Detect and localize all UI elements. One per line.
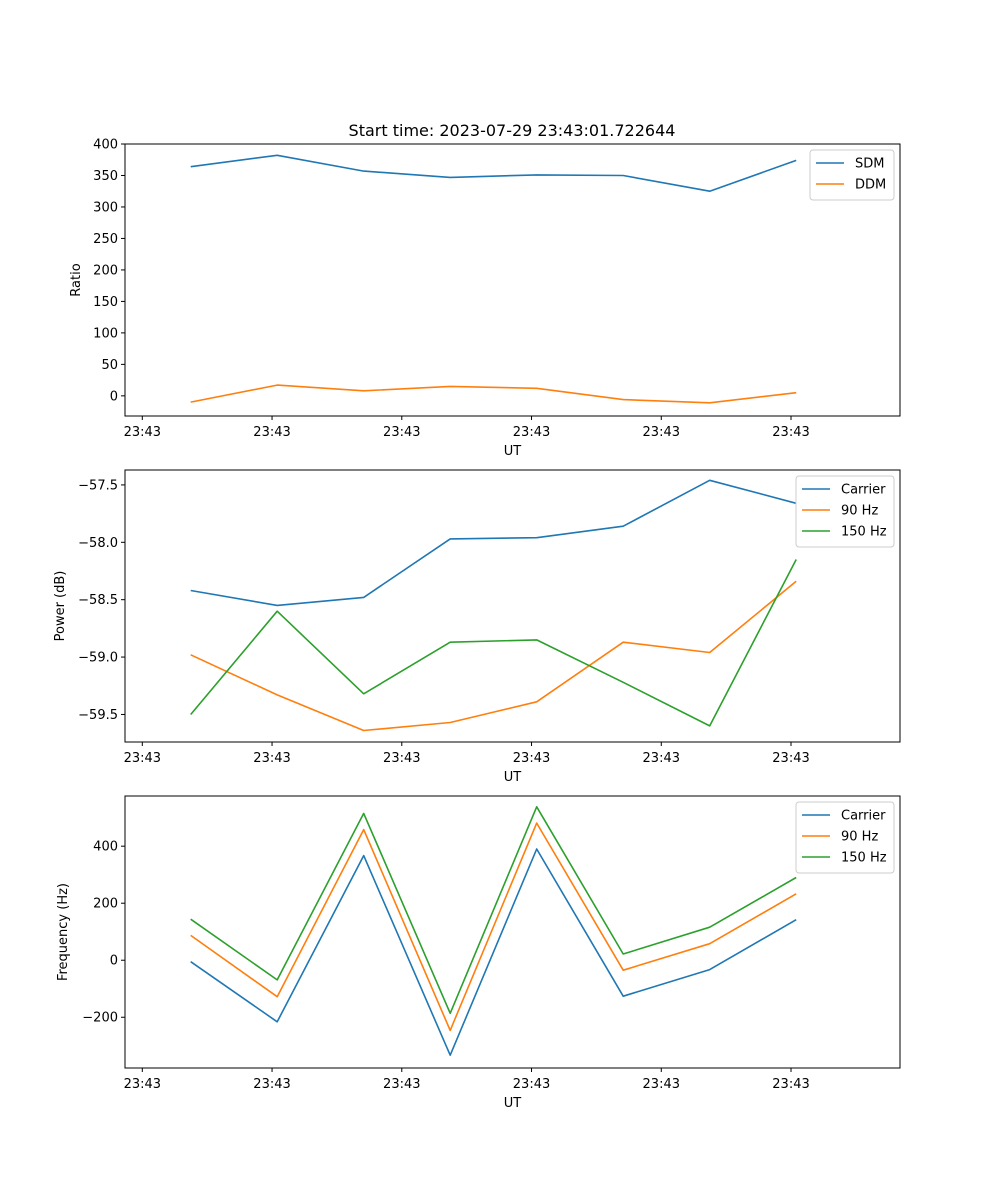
x-tick-label: 23:43 — [253, 751, 290, 766]
legend-label: DDM — [855, 178, 886, 193]
legend-label: 150 Hz — [841, 525, 887, 540]
series-group — [190, 805, 797, 1056]
y-tick-label: 400 — [93, 840, 118, 855]
legend-label: 90 Hz — [841, 830, 878, 845]
x-tick-label: 23:43 — [513, 1077, 550, 1092]
x-tick-label: 23:43 — [513, 751, 550, 766]
y-tick-label: 350 — [93, 169, 118, 184]
y-tick-label: 0 — [110, 389, 118, 404]
legend: Carrier 90 Hz 150 Hz — [795, 475, 895, 548]
y-axis-label: Frequency (Hz) — [56, 883, 71, 981]
x-tick-label: 23:43 — [772, 751, 809, 766]
y-tick-label: 50 — [101, 358, 118, 373]
y-tick-label: −58.5 — [78, 593, 118, 608]
legend-label: 90 Hz — [841, 504, 878, 519]
panels: 0 50 100 150 200 250 300 350 400 23:43 23:43 23:43 2… — [53, 138, 901, 1111]
y-tick-label: 250 — [93, 232, 118, 247]
legend-label: Carrier — [841, 809, 886, 824]
y-tick-label: 400 — [93, 138, 118, 153]
x-tick-label: 23:43 — [253, 1077, 290, 1092]
x-tick-label: 23:43 — [383, 1077, 420, 1092]
legend: Carrier 90 Hz 150 Hz — [795, 801, 895, 874]
y-tick-label: −200 — [82, 1011, 118, 1026]
series-line-150-hz — [190, 559, 797, 727]
series-line-90-hz — [190, 580, 797, 732]
y-tick-label: −57.5 — [78, 478, 118, 493]
x-tick-label: 23:43 — [772, 1077, 809, 1092]
panel-ratio: 0 50 100 150 200 250 300 350 400 23:43 23:43 23:43 2… — [69, 138, 901, 459]
x-tick-label: 23:43 — [643, 1077, 680, 1092]
x-tick-label: 23:43 — [772, 425, 809, 440]
x-tick-label: 23:43 — [124, 425, 161, 440]
x-tick-label: 23:43 — [643, 425, 680, 440]
y-axis-label: Ratio — [69, 263, 84, 296]
legend-label: 150 Hz — [841, 851, 887, 866]
y-tick-label: 0 — [110, 954, 118, 969]
series-line-150-hz — [190, 805, 797, 1015]
series-line-sdm — [190, 154, 797, 192]
series-line-ddm — [190, 384, 797, 404]
x-axis-label: UT — [504, 1096, 522, 1111]
y-tick-label: 200 — [93, 897, 118, 912]
legend-label: Carrier — [841, 483, 886, 498]
x-tick-label: 23:43 — [124, 751, 161, 766]
x-tick-label: 23:43 — [383, 425, 420, 440]
x-tick-label: 23:43 — [253, 425, 290, 440]
axes-frame — [124, 469, 901, 743]
x-tick-label: 23:43 — [643, 751, 680, 766]
series-line-carrier — [190, 479, 797, 607]
x-tick-label: 23:43 — [124, 1077, 161, 1092]
y-tick-label: −59.0 — [78, 651, 118, 666]
y-tick-label: 300 — [93, 200, 118, 215]
y-axis-label: Power (dB) — [53, 571, 68, 642]
legend: SDM DDM — [809, 149, 895, 201]
axes-frame — [124, 143, 901, 417]
y-tick-label: 150 — [93, 295, 118, 310]
y-tick-label: 100 — [93, 326, 118, 341]
x-axis-label: UT — [504, 770, 522, 785]
x-tick-label: 23:43 — [513, 425, 550, 440]
series-line-carrier — [190, 848, 797, 1056]
y-tick-label: −58.0 — [78, 536, 118, 551]
y-tick-label: −59.5 — [78, 708, 118, 723]
legend-box — [795, 475, 895, 548]
panel-power: −59.5 −59.0 −58.5 −58.0 −57.5 23:43 23:43 23:43… — [53, 469, 901, 785]
panel-frequency: −200 0 200 400 23:43 23:43 23:43 23:43 23:43 23:4… — [56, 795, 901, 1111]
chart-title: Start time: 2023-07-29 23:43:01.722644 — [349, 121, 676, 140]
series-group — [190, 154, 797, 404]
legend-label: SDM — [855, 157, 884, 172]
y-tick-label: 200 — [93, 263, 118, 278]
legend-box — [795, 801, 895, 874]
axes-frame — [124, 795, 901, 1069]
series-group — [190, 479, 797, 732]
series-line-90-hz — [190, 822, 797, 1032]
x-axis-label: UT — [504, 444, 522, 459]
x-tick-label: 23:43 — [383, 751, 420, 766]
